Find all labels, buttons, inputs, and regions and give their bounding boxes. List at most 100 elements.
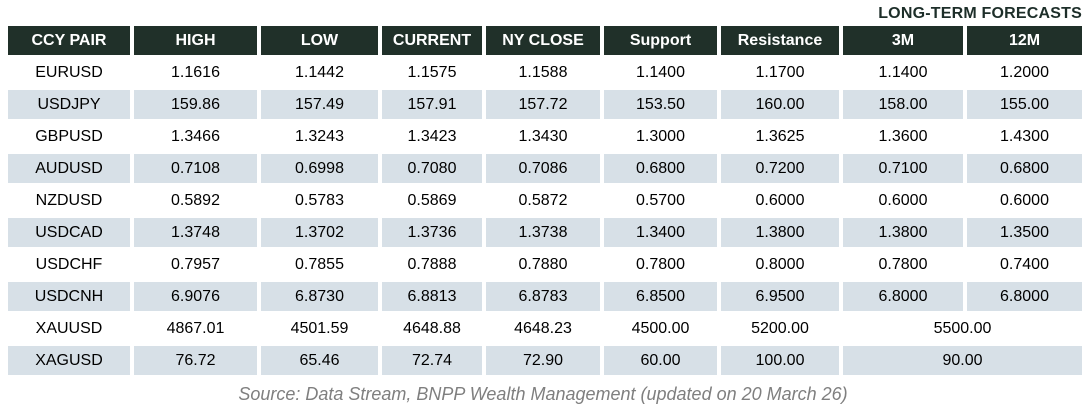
page-title: LONG-TERM FORECASTS xyxy=(878,5,1082,22)
value-cell: 0.6000 xyxy=(721,186,839,215)
header-row: CCY PAIR HIGH LOW CURRENT NY CLOSE Support Res… xyxy=(8,26,1082,55)
forecast-merged-cell: 5500.00 xyxy=(843,314,1082,343)
column-header-12m: 12M xyxy=(967,26,1082,55)
value-cell: 1.1616 xyxy=(134,58,257,87)
value-cell: 1.1700 xyxy=(721,58,839,87)
value-cell: 1.3500 xyxy=(967,218,1082,247)
value-cell: 0.7080 xyxy=(382,154,482,183)
value-cell: 1.3800 xyxy=(721,218,839,247)
value-cell: 0.7800 xyxy=(843,250,963,279)
value-cell: 1.1400 xyxy=(843,58,963,87)
column-header-support: Support xyxy=(604,26,717,55)
table-row: XAUUSD 4867.01 4501.59 4648.88 4648.23 4500.0… xyxy=(8,314,1082,343)
value-cell: 72.74 xyxy=(382,346,482,375)
value-cell: 60.00 xyxy=(604,346,717,375)
value-cell: 1.3736 xyxy=(382,218,482,247)
value-cell: 1.4300 xyxy=(967,122,1082,151)
value-cell: 0.5892 xyxy=(134,186,257,215)
value-cell: 6.9076 xyxy=(134,282,257,311)
ccy-pair-cell: GBPUSD xyxy=(8,122,130,151)
table-row: GBPUSD 1.3466 1.3243 1.3423 1.3430 1.3000 1.36… xyxy=(8,122,1082,151)
value-cell: 159.86 xyxy=(134,90,257,119)
column-header-resistance: Resistance xyxy=(721,26,839,55)
value-cell: 0.5869 xyxy=(382,186,482,215)
value-cell: 72.90 xyxy=(486,346,600,375)
value-cell: 0.7888 xyxy=(382,250,482,279)
value-cell: 0.7086 xyxy=(486,154,600,183)
value-cell: 1.3748 xyxy=(134,218,257,247)
table-row: XAGUSD 76.72 65.46 72.74 72.90 60.00 100.00 90.… xyxy=(8,346,1082,375)
value-cell: 153.50 xyxy=(604,90,717,119)
ccy-pair-cell: USDCAD xyxy=(8,218,130,247)
value-cell: 0.6800 xyxy=(604,154,717,183)
table-row: USDCAD 1.3748 1.3702 1.3736 1.3738 1.3400 1.38… xyxy=(8,218,1082,247)
value-cell: 157.49 xyxy=(261,90,378,119)
value-cell: 157.91 xyxy=(382,90,482,119)
value-cell: 4648.23 xyxy=(486,314,600,343)
value-cell: 100.00 xyxy=(721,346,839,375)
value-cell: 1.1575 xyxy=(382,58,482,87)
value-cell: 0.8000 xyxy=(721,250,839,279)
value-cell: 0.5872 xyxy=(486,186,600,215)
table-row: USDCHF 0.7957 0.7855 0.7888 0.7880 0.7800 0.80… xyxy=(8,250,1082,279)
value-cell: 6.8500 xyxy=(604,282,717,311)
table-row: USDCNH 6.9076 6.8730 6.8813 6.8783 6.8500 6.95… xyxy=(8,282,1082,311)
value-cell: 0.7855 xyxy=(261,250,378,279)
column-header-high: HIGH xyxy=(134,26,257,55)
value-cell: 0.7400 xyxy=(967,250,1082,279)
value-cell: 4648.88 xyxy=(382,314,482,343)
value-cell: 0.6000 xyxy=(967,186,1082,215)
value-cell: 6.8783 xyxy=(486,282,600,311)
value-cell: 1.3430 xyxy=(486,122,600,151)
value-cell: 0.7957 xyxy=(134,250,257,279)
value-cell: 0.6800 xyxy=(967,154,1082,183)
value-cell: 1.3800 xyxy=(843,218,963,247)
ccy-pair-cell: NZDUSD xyxy=(8,186,130,215)
table-row: EURUSD 1.1616 1.1442 1.1575 1.1588 1.1400 1.17… xyxy=(8,58,1082,87)
value-cell: 1.3466 xyxy=(134,122,257,151)
ccy-pair-cell: EURUSD xyxy=(8,58,130,87)
value-cell: 0.6998 xyxy=(261,154,378,183)
table-row: USDJPY 159.86 157.49 157.91 157.72 153.50 160.… xyxy=(8,90,1082,119)
ccy-pair-cell: USDJPY xyxy=(8,90,130,119)
value-cell: 1.3400 xyxy=(604,218,717,247)
value-cell: 0.7800 xyxy=(604,250,717,279)
value-cell: 4501.59 xyxy=(261,314,378,343)
value-cell: 1.1400 xyxy=(604,58,717,87)
value-cell: 0.7100 xyxy=(843,154,963,183)
value-cell: 0.7880 xyxy=(486,250,600,279)
value-cell: 1.3738 xyxy=(486,218,600,247)
ccy-pair-cell: USDCNH xyxy=(8,282,130,311)
value-cell: 65.46 xyxy=(261,346,378,375)
fx-forecast-table: CCY PAIR HIGH LOW CURRENT NY CLOSE Support Res… xyxy=(4,23,1086,378)
ccy-pair-cell: USDCHF xyxy=(8,250,130,279)
value-cell: 0.5700 xyxy=(604,186,717,215)
value-cell: 6.8000 xyxy=(843,282,963,311)
column-header-low: LOW xyxy=(261,26,378,55)
value-cell: 6.8730 xyxy=(261,282,378,311)
table-body: EURUSD 1.1616 1.1442 1.1575 1.1588 1.1400 1.17… xyxy=(8,58,1082,375)
ccy-pair-cell: AUDUSD xyxy=(8,154,130,183)
value-cell: 0.7108 xyxy=(134,154,257,183)
value-cell: 1.3702 xyxy=(261,218,378,247)
column-header-ccy-pair: CCY PAIR xyxy=(8,26,130,55)
ccy-pair-cell: XAUUSD xyxy=(8,314,130,343)
value-cell: 1.3423 xyxy=(382,122,482,151)
value-cell: 1.3600 xyxy=(843,122,963,151)
value-cell: 1.3243 xyxy=(261,122,378,151)
value-cell: 4500.00 xyxy=(604,314,717,343)
column-header-ny-close: NY CLOSE xyxy=(486,26,600,55)
value-cell: 0.7200 xyxy=(721,154,839,183)
forecast-merged-cell: 90.00 xyxy=(843,346,1082,375)
value-cell: 1.1442 xyxy=(261,58,378,87)
table-header: CCY PAIR HIGH LOW CURRENT NY CLOSE Support Res… xyxy=(8,26,1082,55)
value-cell: 158.00 xyxy=(843,90,963,119)
table-row: AUDUSD 0.7108 0.6998 0.7080 0.7086 0.6800 0.72… xyxy=(8,154,1082,183)
value-cell: 160.00 xyxy=(721,90,839,119)
value-cell: 157.72 xyxy=(486,90,600,119)
value-cell: 1.3625 xyxy=(721,122,839,151)
value-cell: 0.6000 xyxy=(843,186,963,215)
value-cell: 6.9500 xyxy=(721,282,839,311)
value-cell: 76.72 xyxy=(134,346,257,375)
